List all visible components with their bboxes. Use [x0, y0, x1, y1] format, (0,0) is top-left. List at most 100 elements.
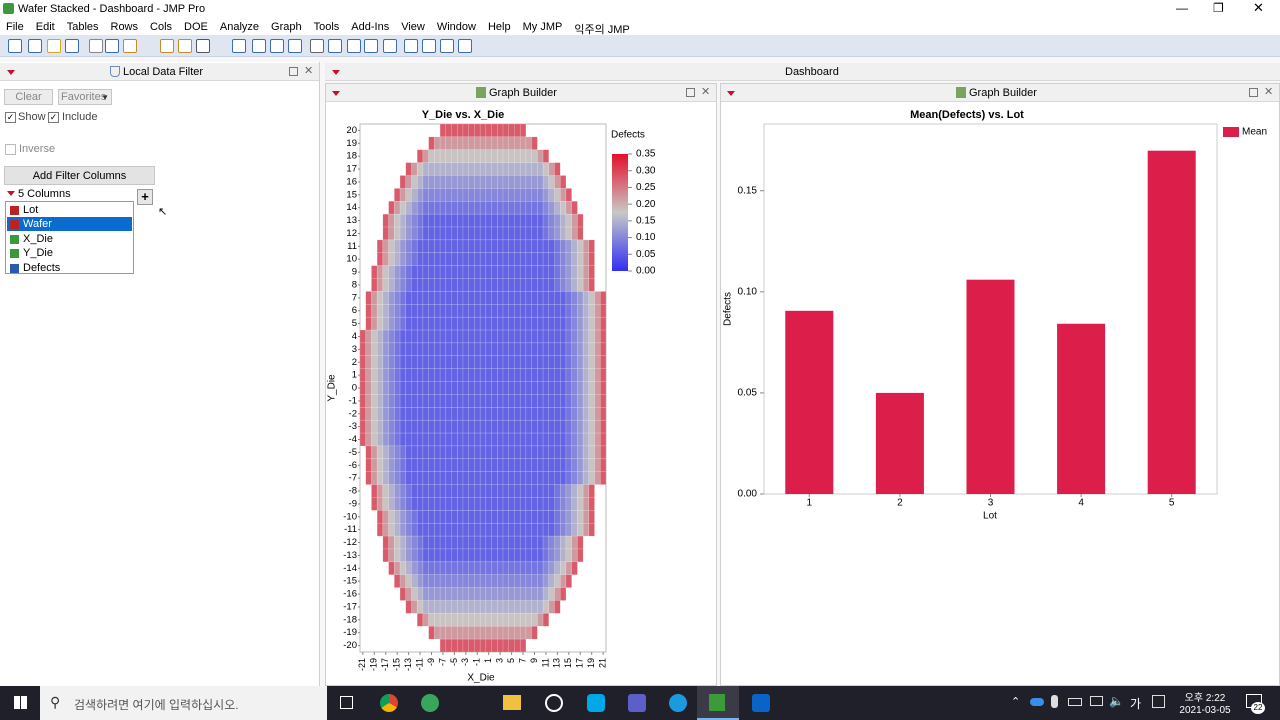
toolbar-button[interactable] — [440, 39, 454, 53]
menu-item[interactable]: My JMP — [522, 21, 563, 33]
column-item[interactable]: Wafer — [7, 217, 132, 232]
clock-date[interactable]: 2021-03-05 — [1179, 705, 1231, 716]
include-checkbox[interactable]: ✓ — [48, 112, 59, 123]
menu-item[interactable]: Tools — [313, 21, 340, 33]
menu-item[interactable]: Graph — [271, 21, 302, 33]
column-item[interactable]: Defects — [7, 261, 132, 275]
red-triangle-menu[interactable] — [332, 70, 340, 75]
menu-item[interactable]: File — [6, 21, 24, 33]
heatmap-cell — [457, 510, 464, 524]
toolbar-button[interactable] — [347, 39, 361, 53]
menu-item[interactable]: Tables — [66, 21, 99, 33]
red-triangle-menu[interactable] — [7, 70, 15, 75]
favorites-dropdown[interactable]: Favorites ▼ — [58, 89, 112, 105]
toolbar-button[interactable] — [270, 39, 284, 53]
heatmap-cell — [439, 226, 447, 241]
restore-button[interactable] — [686, 88, 695, 97]
minimize-button[interactable]: — — [1176, 1, 1188, 15]
teams-icon[interactable] — [628, 694, 646, 712]
toolbar-button[interactable] — [178, 39, 192, 53]
menu-item[interactable]: 익주의 JMP — [574, 24, 630, 36]
heatmap-cell — [479, 381, 487, 395]
toolbar-button[interactable] — [196, 39, 210, 53]
heatmap-cell — [434, 213, 441, 228]
restore-button[interactable] — [1249, 88, 1258, 97]
toolbar-button[interactable] — [65, 39, 79, 53]
menu-item[interactable]: Edit — [35, 21, 55, 33]
heatmap-cell — [376, 316, 384, 331]
heatmap-cell — [479, 175, 487, 189]
close-panel-button[interactable]: ✕ — [304, 65, 314, 77]
menu-item[interactable]: Rows — [110, 21, 139, 33]
search-box[interactable]: ⚲ 검색하려면 여기에 입력하십시오. — [40, 686, 327, 720]
outlook-icon[interactable] — [752, 694, 770, 712]
ime-indicator[interactable]: 가 — [1130, 697, 1142, 711]
maximize-button[interactable]: ❐ — [1213, 1, 1224, 15]
heatmap-cell — [376, 368, 384, 382]
add-column-button[interactable]: + — [137, 189, 153, 205]
heatmap-cell — [502, 226, 509, 241]
explorer-icon[interactable] — [503, 695, 521, 710]
edge-icon[interactable] — [669, 694, 687, 712]
column-item[interactable]: Lot — [7, 203, 132, 217]
inverse-checkbox[interactable] — [5, 144, 16, 155]
close-button[interactable]: ✕ — [1253, 0, 1264, 15]
toolbar-button[interactable] — [89, 39, 103, 53]
close-panel-button[interactable]: ✕ — [1264, 86, 1274, 98]
menu-item[interactable]: View — [401, 21, 425, 33]
red-triangle-menu[interactable] — [727, 91, 735, 96]
heatmap-cell — [405, 600, 412, 614]
toolbar-button[interactable] — [328, 39, 342, 53]
menu-item[interactable]: DOE — [184, 21, 208, 33]
jmp-active-task[interactable] — [697, 686, 739, 720]
toolbar-button[interactable] — [8, 39, 22, 53]
toolbar-button[interactable] — [310, 39, 324, 53]
start-button[interactable] — [14, 696, 27, 709]
heatmap-cell — [399, 329, 407, 344]
toolbar-button[interactable] — [404, 39, 418, 53]
heatmap-cell — [394, 342, 401, 357]
toolbar-button[interactable] — [383, 39, 397, 53]
toolbar-button[interactable] — [28, 39, 42, 53]
columns-menu[interactable] — [7, 191, 15, 196]
heatmap-cell — [497, 123, 504, 138]
close-panel-button[interactable]: ✕ — [701, 86, 711, 98]
toolbar-button[interactable] — [160, 39, 174, 53]
show-checkbox[interactable]: ✓ — [5, 112, 16, 123]
toolbar-button[interactable] — [105, 39, 119, 53]
chrome-icon[interactable] — [380, 694, 398, 712]
toolbar-button[interactable] — [458, 39, 472, 53]
heatmap-cell — [439, 471, 447, 485]
heatmap-cell — [457, 484, 464, 498]
toolbar-button[interactable] — [47, 39, 61, 53]
menu-item[interactable]: Analyze — [219, 21, 260, 33]
menu-item[interactable]: Cols — [150, 21, 173, 33]
toolbar-button[interactable] — [288, 39, 302, 53]
menu-item[interactable]: Window — [436, 21, 476, 33]
clear-button[interactable]: Clear — [4, 89, 53, 105]
heatmap-cell — [422, 226, 429, 241]
x-tick-label: 19 — [586, 658, 596, 668]
task-view[interactable] — [340, 696, 353, 709]
restore-button[interactable] — [289, 67, 298, 76]
clock-time[interactable]: 오후 2:22 — [1184, 693, 1226, 704]
skype-icon[interactable] — [587, 694, 605, 712]
add-filter-columns-button[interactable]: Add Filter Columns — [4, 166, 155, 185]
toolbar-button[interactable] — [252, 39, 266, 53]
red-triangle-menu[interactable] — [332, 91, 340, 96]
menu-item[interactable]: Help — [487, 21, 511, 33]
toolbar-button[interactable] — [123, 39, 137, 53]
menu-item[interactable]: Add-Ins — [351, 21, 390, 33]
toolbar-button[interactable] — [422, 39, 436, 53]
app-icon[interactable] — [421, 694, 439, 712]
column-item[interactable]: Y_Die — [7, 246, 132, 260]
toolbar-button[interactable] — [232, 39, 246, 53]
column-item[interactable]: X_Die — [7, 232, 132, 246]
heatmap-cell — [382, 381, 389, 395]
tray-chevron[interactable]: ⌃ — [1011, 696, 1021, 708]
app-icon[interactable] — [545, 694, 563, 712]
heatmap-cell — [577, 265, 584, 279]
heatmap-cell — [497, 548, 504, 563]
toolbar-button[interactable] — [364, 39, 378, 53]
heatmap-cell — [565, 561, 572, 575]
